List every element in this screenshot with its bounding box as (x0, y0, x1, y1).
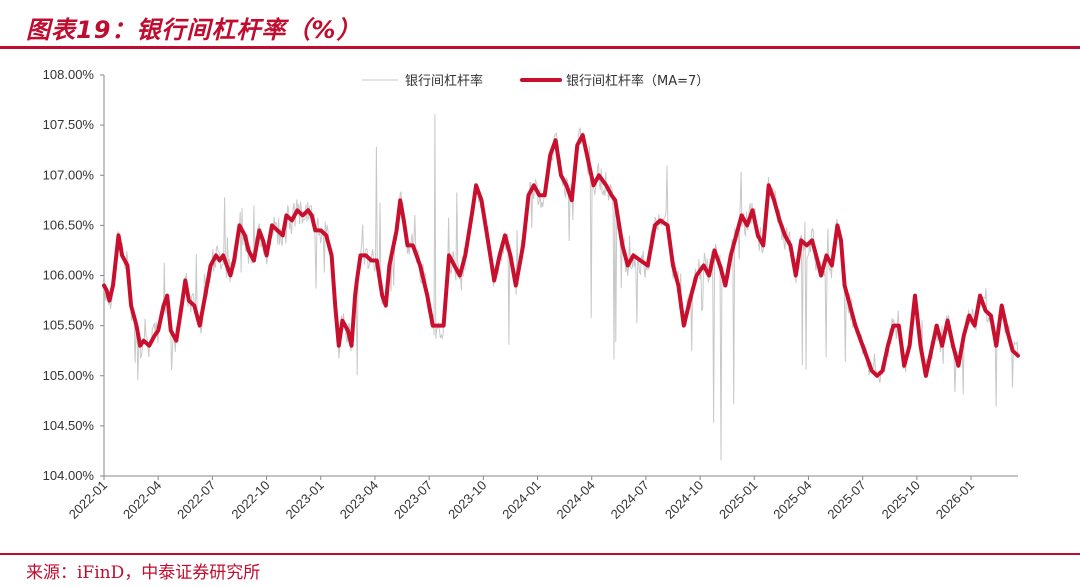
y-tick-label: 106.00% (43, 268, 95, 283)
x-tick-label: 2024-01 (499, 478, 543, 522)
source-note: 来源：iFinD，中泰证券研究所 (26, 563, 261, 583)
x-tick-label: 2022-10 (228, 478, 272, 522)
x-tick-label: 2024-04 (553, 478, 597, 522)
x-tick-label: 2026-01 (933, 478, 977, 522)
y-tick-label: 105.50% (43, 318, 95, 333)
series-ma7-line (102, 133, 1020, 378)
x-tick-label: 2023-10 (445, 478, 489, 522)
title-bar: 图表19：银行间杠杆率（%） (0, 0, 1080, 49)
y-tick-label: 105.00% (43, 368, 95, 383)
x-tick-label: 2024-10 (662, 478, 706, 522)
x-tick-label: 2024-07 (608, 478, 652, 522)
y-axis: 104.00% 104.50% 105.00% 105.50% 106.00% 106.5… (43, 67, 105, 483)
x-tick-label: 2023-07 (391, 478, 435, 522)
x-axis: 2022-01 2022-04 2022-07 2022-10 2023-01 2023-… (66, 475, 1018, 522)
leverage-ratio-chart: 104.00% 104.50% 105.00% 105.50% 106.00% 106.5… (43, 67, 1020, 522)
x-tick-label: 2025-01 (716, 478, 760, 522)
y-tick-label: 106.50% (43, 217, 95, 232)
x-tick-label: 2022-04 (120, 478, 164, 522)
legend: 银行间杠杆率 银行间杠杆率（MA=7） (362, 73, 709, 89)
x-tick-label: 2023-01 (283, 478, 327, 522)
y-tick-label: 108.00% (43, 67, 95, 82)
x-tick-label: 2023-04 (337, 478, 381, 522)
page-title: 图表19：银行间杠杆率（%） (26, 16, 362, 44)
y-tick-label: 104.50% (43, 418, 95, 433)
title-underline (0, 46, 1080, 49)
x-tick-label: 2025-10 (879, 478, 923, 522)
y-tick-label: 107.50% (43, 117, 95, 132)
legend-raw-label: 银行间杠杆率 (405, 73, 483, 89)
x-tick-label: 2025-04 (770, 478, 814, 522)
y-tick-label: 107.00% (43, 167, 95, 182)
footer-rule (0, 553, 1080, 555)
y-tick-label: 104.00% (43, 468, 95, 483)
x-tick-label: 2022-07 (174, 478, 218, 522)
x-tick-label: 2022-01 (66, 478, 110, 522)
legend-ma7-label: 银行间杠杆率（MA=7） (566, 73, 709, 89)
x-tick-label: 2025-07 (824, 478, 868, 522)
plot-area (102, 114, 1020, 461)
